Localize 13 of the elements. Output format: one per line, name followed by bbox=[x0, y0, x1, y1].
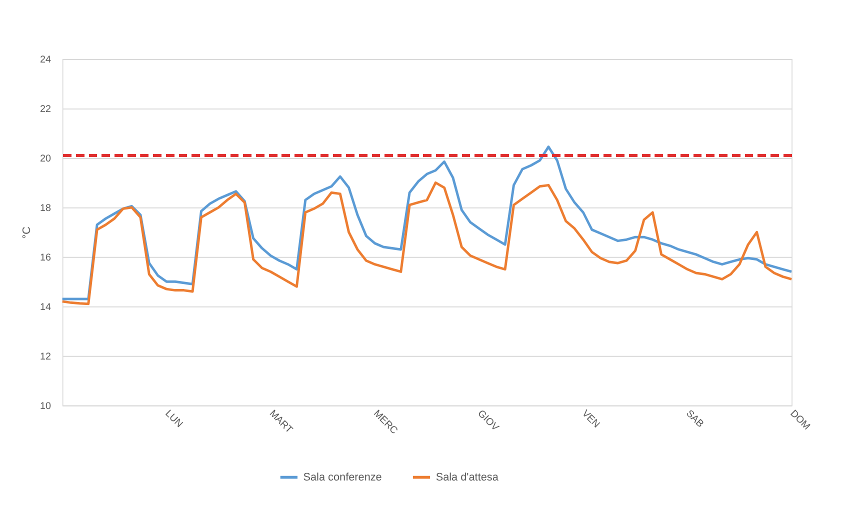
y-tick-label: 12 bbox=[40, 351, 51, 362]
line-series bbox=[61, 181, 793, 306]
y-tick-label: 20 bbox=[40, 153, 52, 164]
y-tick-label: 10 bbox=[40, 400, 52, 412]
y-tick-label: 18 bbox=[40, 202, 52, 214]
legend-label: Sala conferenze bbox=[303, 471, 382, 484]
y-tick-label: 24 bbox=[40, 54, 52, 66]
legend-label: Sala d'attesa bbox=[436, 471, 500, 484]
y-tick-label: 22 bbox=[40, 104, 51, 115]
y-tick-label: 14 bbox=[40, 302, 52, 313]
y-axis-title: °C bbox=[21, 226, 34, 239]
line-series bbox=[61, 146, 793, 300]
y-tick-label: 16 bbox=[40, 252, 52, 264]
